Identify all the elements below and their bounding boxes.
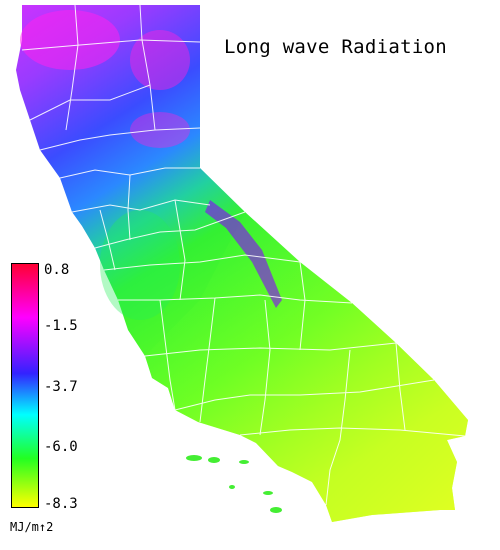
county-borders bbox=[21, 4, 466, 506]
sierra-ridge bbox=[205, 200, 282, 308]
legend-tick-3: -6.0 bbox=[44, 439, 78, 455]
legend-tick-2: -3.7 bbox=[44, 379, 78, 395]
legend-tick-4: -8.3 bbox=[44, 496, 78, 512]
map-title: Long wave Radiation bbox=[224, 36, 448, 58]
highland-northeast bbox=[130, 30, 190, 90]
highland-north bbox=[20, 10, 120, 70]
legend-color-bar bbox=[11, 263, 39, 508]
channel-islands bbox=[186, 455, 282, 513]
central-valley bbox=[100, 210, 180, 320]
california-east-tint bbox=[145, 212, 468, 522]
legend-units: MJ/m↑2 bbox=[10, 520, 54, 534]
legend-tick-0: 0.8 bbox=[44, 262, 70, 278]
legend-tick-1: -1.5 bbox=[44, 318, 78, 334]
